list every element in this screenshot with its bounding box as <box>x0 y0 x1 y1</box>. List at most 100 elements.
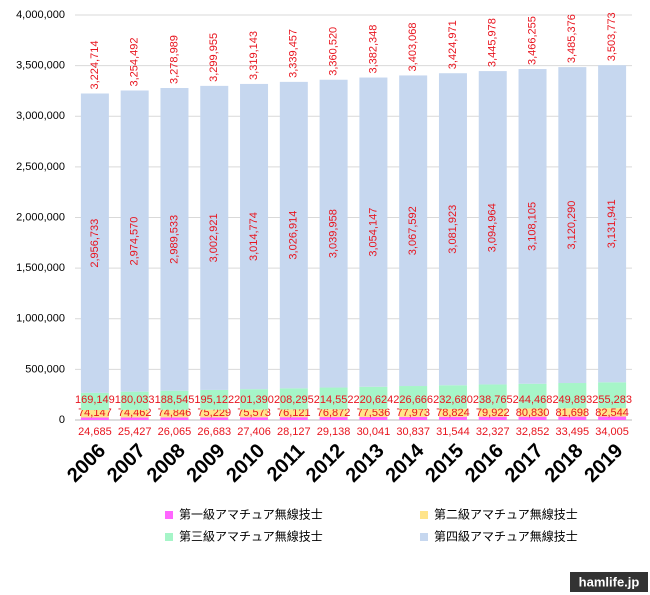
x-tick-label: 2013 <box>342 440 389 487</box>
x-tick-label: 2016 <box>461 440 508 487</box>
bar-segment <box>240 417 269 420</box>
value-label: 75,573 <box>237 407 271 419</box>
bar-segment <box>399 408 428 417</box>
bar-segment <box>558 408 587 417</box>
value-label: 3,094,964 <box>487 203 499 252</box>
value-label: 3,002,921 <box>208 213 220 262</box>
bar-segment <box>120 391 149 410</box>
x-tick-label: 2006 <box>63 440 110 487</box>
bar-segment <box>80 409 109 418</box>
bar-segment <box>598 416 627 420</box>
y-tick-label: 3,500,000 <box>16 60 65 72</box>
x-tick-label: 2008 <box>143 440 190 487</box>
y-tick-label: 0 <box>59 414 65 426</box>
x-tick-label: 2009 <box>182 440 229 487</box>
total-label: 3,319,143 <box>248 31 260 80</box>
value-label: 3,108,105 <box>526 202 538 251</box>
watermark-bg <box>570 572 648 592</box>
x-tick-label: 2019 <box>580 440 627 487</box>
value-label: 232,680 <box>433 394 473 406</box>
bar-segment <box>120 409 149 418</box>
bar-segment <box>200 85 229 390</box>
value-label: 188,545 <box>155 394 195 406</box>
bar-segment <box>478 71 507 385</box>
bar-segment <box>200 409 229 418</box>
value-label: 244,468 <box>513 394 553 406</box>
legend-label: 第四級アマチュア無線技士 <box>434 529 578 544</box>
bar-segment <box>518 408 547 417</box>
value-label: 79,922 <box>476 407 510 419</box>
value-label: 29,138 <box>317 426 351 438</box>
bar-segment <box>160 390 189 410</box>
bar-segment <box>598 65 627 383</box>
value-label: 77,973 <box>396 407 430 419</box>
value-label: 226,666 <box>393 394 433 406</box>
bar-segment <box>359 386 388 410</box>
value-label: 26,065 <box>158 426 192 438</box>
legend-swatch <box>165 533 173 541</box>
value-label: 3,054,147 <box>367 208 379 257</box>
value-label: 3,014,774 <box>248 212 260 261</box>
value-label: 30,041 <box>357 426 391 438</box>
value-label: 3,081,923 <box>447 205 459 254</box>
value-label: 27,406 <box>237 426 271 438</box>
y-tick-label: 2,000,000 <box>16 211 65 223</box>
bar-segment <box>399 416 428 420</box>
value-label: 81,698 <box>555 407 589 419</box>
bar-segment <box>319 79 348 388</box>
value-label: 75,229 <box>197 407 231 419</box>
total-label: 3,278,989 <box>168 35 180 84</box>
value-label: 32,327 <box>476 426 510 438</box>
total-label: 3,299,955 <box>208 33 220 82</box>
total-label: 3,360,520 <box>328 27 340 76</box>
bar-segment <box>558 67 587 384</box>
total-label: 3,485,376 <box>566 14 578 63</box>
value-label: 74,462 <box>118 407 152 419</box>
bar-segment <box>160 417 189 420</box>
y-tick-label: 2,500,000 <box>16 161 65 173</box>
value-label: 74,846 <box>158 407 192 419</box>
x-tick-label: 2015 <box>421 440 468 487</box>
bar-segment <box>478 384 507 409</box>
value-label: 3,026,914 <box>288 211 300 260</box>
bar-segment <box>478 408 507 417</box>
x-tick-label: 2017 <box>501 440 548 487</box>
legend-label: 第二級アマチュア無線技士 <box>434 507 578 522</box>
bar-segment <box>319 409 348 418</box>
y-tick-label: 4,000,000 <box>16 9 65 21</box>
y-tick-label: 3,000,000 <box>16 110 65 122</box>
total-label: 3,254,492 <box>129 38 141 87</box>
bar-segment <box>518 383 547 409</box>
bar-segment <box>120 90 149 392</box>
value-label: 25,427 <box>118 426 152 438</box>
legend-label: 第三級アマチュア無線技士 <box>179 529 323 544</box>
bar-segment <box>319 417 348 420</box>
value-label: 28,127 <box>277 426 311 438</box>
bar-segment <box>438 416 467 420</box>
value-label: 34,005 <box>595 426 629 438</box>
bar-segment <box>598 408 627 417</box>
bar-segment <box>279 388 308 410</box>
value-label: 3,120,290 <box>566 201 578 250</box>
value-label: 255,283 <box>592 394 632 406</box>
watermark: hamlife.jp <box>579 574 640 589</box>
bar-segment <box>359 409 388 417</box>
value-label: 220,624 <box>354 394 394 406</box>
bar-segment <box>319 387 348 410</box>
bar-segment <box>120 417 149 420</box>
x-tick-label: 2018 <box>541 440 588 487</box>
value-label: 32,852 <box>516 426 550 438</box>
x-tick-label: 2012 <box>302 440 349 487</box>
x-tick-label: 2011 <box>263 440 309 486</box>
value-label: 31,544 <box>436 426 470 438</box>
bar-segment <box>279 81 308 389</box>
bar-segment <box>359 77 388 387</box>
bar-segment <box>160 88 189 391</box>
value-label: 2,956,733 <box>89 219 101 268</box>
bar-segment <box>80 392 109 410</box>
y-tick-label: 500,000 <box>25 363 65 375</box>
bar-segment <box>558 383 587 409</box>
total-label: 3,503,773 <box>606 12 618 61</box>
value-label: 214,552 <box>314 394 354 406</box>
